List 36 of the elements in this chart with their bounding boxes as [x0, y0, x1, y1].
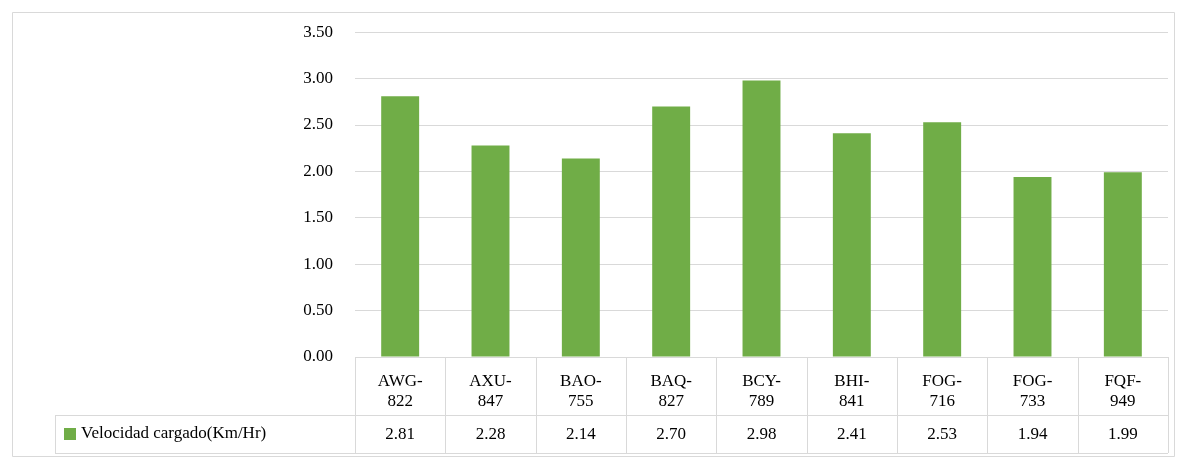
data-label: 2.70 [656, 424, 687, 444]
y-tick-label: 2.50 [303, 114, 333, 134]
bar [1013, 176, 1052, 357]
y-tick-label: 3.00 [303, 68, 333, 88]
bar [381, 96, 420, 357]
data-label: 2.81 [385, 424, 416, 444]
y-tick-label: 2.00 [303, 160, 333, 180]
data-label: 2.28 [475, 424, 506, 444]
y-tick-label: 3.50 [303, 21, 333, 41]
bar [471, 145, 510, 357]
data-label: 1.94 [1017, 424, 1048, 444]
x-tick-label: BHI-841 [834, 370, 870, 411]
x-tick-label: AWG-822 [377, 370, 423, 411]
data-label: 2.53 [927, 424, 958, 444]
data-label: 2.41 [836, 424, 867, 444]
x-tick-label: FOG-716 [922, 370, 963, 411]
y-tick-label: 1.00 [303, 253, 333, 273]
x-tick-label: BAQ-827 [650, 370, 693, 411]
legend-label: Velocidad cargado(Km/Hr) [81, 423, 267, 443]
bar [652, 106, 691, 357]
x-tick-label: FQF-949 [1104, 370, 1142, 411]
data-label: 2.14 [565, 424, 597, 444]
bar [742, 80, 781, 357]
data-label: 1.99 [1107, 424, 1138, 444]
bar [923, 122, 962, 357]
bar [832, 133, 871, 357]
y-tick-label: 0.50 [303, 300, 333, 320]
data-label: 2.98 [746, 424, 777, 444]
x-tick-label: BAO-755 [560, 370, 602, 411]
bar [561, 158, 600, 357]
x-tick-label: FOG-733 [1012, 370, 1053, 411]
y-tick-label: 0.00 [303, 346, 333, 366]
x-tick-label: BCY-789 [742, 370, 782, 411]
y-tick-label: 1.50 [303, 207, 333, 227]
bar [1103, 172, 1142, 357]
x-tick-label: AXU-847 [469, 370, 513, 411]
